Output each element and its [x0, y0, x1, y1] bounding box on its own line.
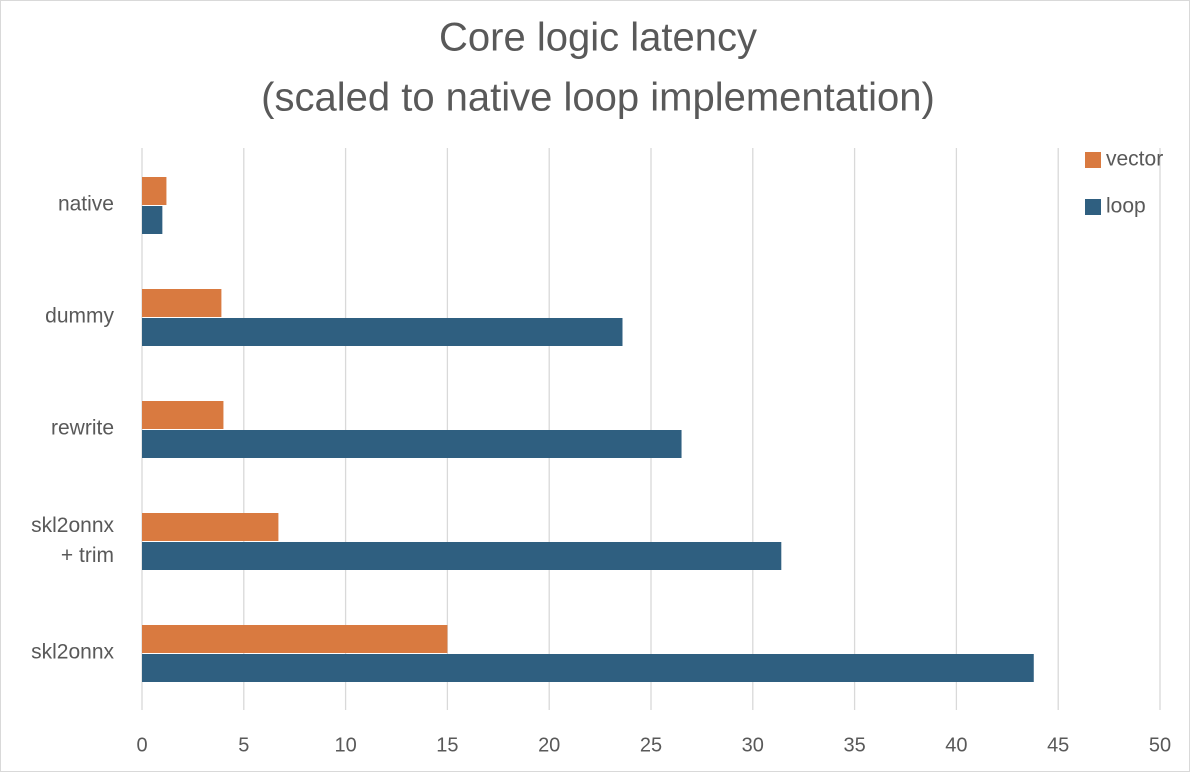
bar — [142, 206, 163, 234]
legend-swatch — [1085, 199, 1101, 215]
bar — [142, 542, 782, 570]
x-tick-label: 10 — [334, 734, 356, 756]
x-tick-label: 20 — [538, 734, 560, 756]
bar — [142, 401, 224, 429]
y-tick-label: skl2onnx — [31, 641, 114, 664]
chart-subtitle: (scaled to native loop implementation) — [261, 76, 935, 120]
y-tick-label: rewrite — [51, 417, 114, 440]
x-tick-label: 15 — [436, 734, 458, 756]
x-tick-label: 50 — [1149, 734, 1171, 756]
legend-swatch — [1085, 152, 1101, 168]
x-tick-label: 30 — [742, 734, 764, 756]
bar — [142, 289, 222, 317]
x-tick-label: 5 — [238, 734, 249, 756]
bar — [142, 654, 1034, 682]
bar — [142, 177, 167, 205]
y-tick-label: skl2onnx + trim — [31, 514, 114, 567]
chart-title: Core logic latency — [439, 16, 757, 60]
bar — [142, 318, 623, 346]
x-tick-label: 40 — [945, 734, 967, 756]
y-tick-label: dummy — [45, 305, 114, 328]
legend-label: loop — [1106, 195, 1146, 218]
x-tick-label: 0 — [136, 734, 147, 756]
x-tick-label: 25 — [640, 734, 662, 756]
bar — [142, 513, 279, 541]
y-tick-label: native — [58, 193, 114, 216]
bar — [142, 430, 682, 458]
bar — [142, 625, 448, 653]
x-tick-label: 45 — [1047, 734, 1069, 756]
legend-label: vector — [1106, 148, 1163, 171]
x-tick-label: 35 — [843, 734, 865, 756]
